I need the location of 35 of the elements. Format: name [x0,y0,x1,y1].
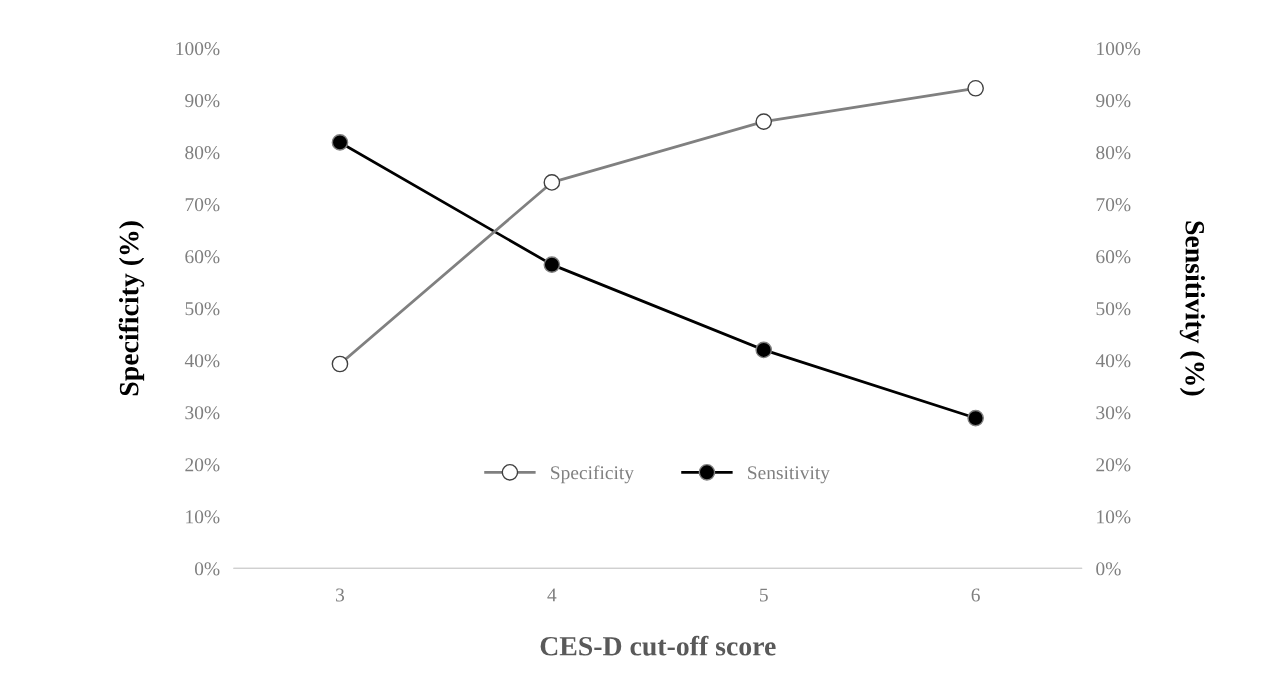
y-tick-label: 60% [185,250,220,264]
y2-tick-label: 50% [1096,302,1131,316]
y-tick-label: 10% [186,510,220,524]
x-tick-label: 5 [760,588,768,602]
y-tick-label: 80% [185,146,220,160]
y2-tick-label: 10% [1097,510,1131,524]
y2-tick-label: 0% [1096,562,1121,576]
y-axis-title: Specificity (%) [118,221,145,396]
legend-label: Sensitivity [748,466,830,484]
point [543,256,561,273]
y-tick-label: 90% [185,94,220,108]
y-tick-label: 100% [176,42,220,56]
x-axis-title: CES-D cut-off score [540,635,776,656]
y-tick-label: 70% [185,198,220,212]
x-tick-label: 3 [336,588,345,602]
y2-tick-label: 40% [1095,354,1131,368]
y2-tick-label: 60% [1096,250,1131,264]
y2-tick-label: 20% [1096,458,1131,472]
y-tick-label: 40% [184,354,220,368]
point [755,341,773,359]
y-tick-label: 20% [185,458,220,472]
y2-tick-label: 100% [1097,42,1141,56]
y2-tick-label: 80% [1096,146,1131,160]
x-tick-label: 4 [547,588,557,602]
y2-tick-label: 30% [1096,406,1131,420]
y2-tick-label: 90% [1096,94,1131,108]
y2-axis-title: Sensitivity (%) [1179,221,1205,396]
y2-tick-label: 70% [1096,198,1131,212]
point [967,409,984,427]
y-tick-label: 50% [185,302,220,316]
y-tick-label: 0% [194,562,220,576]
x-tick-label: 6 [971,588,980,602]
legend-label: Specificity [551,465,634,484]
y-tick-label: 30% [185,406,220,420]
point [331,134,349,151]
